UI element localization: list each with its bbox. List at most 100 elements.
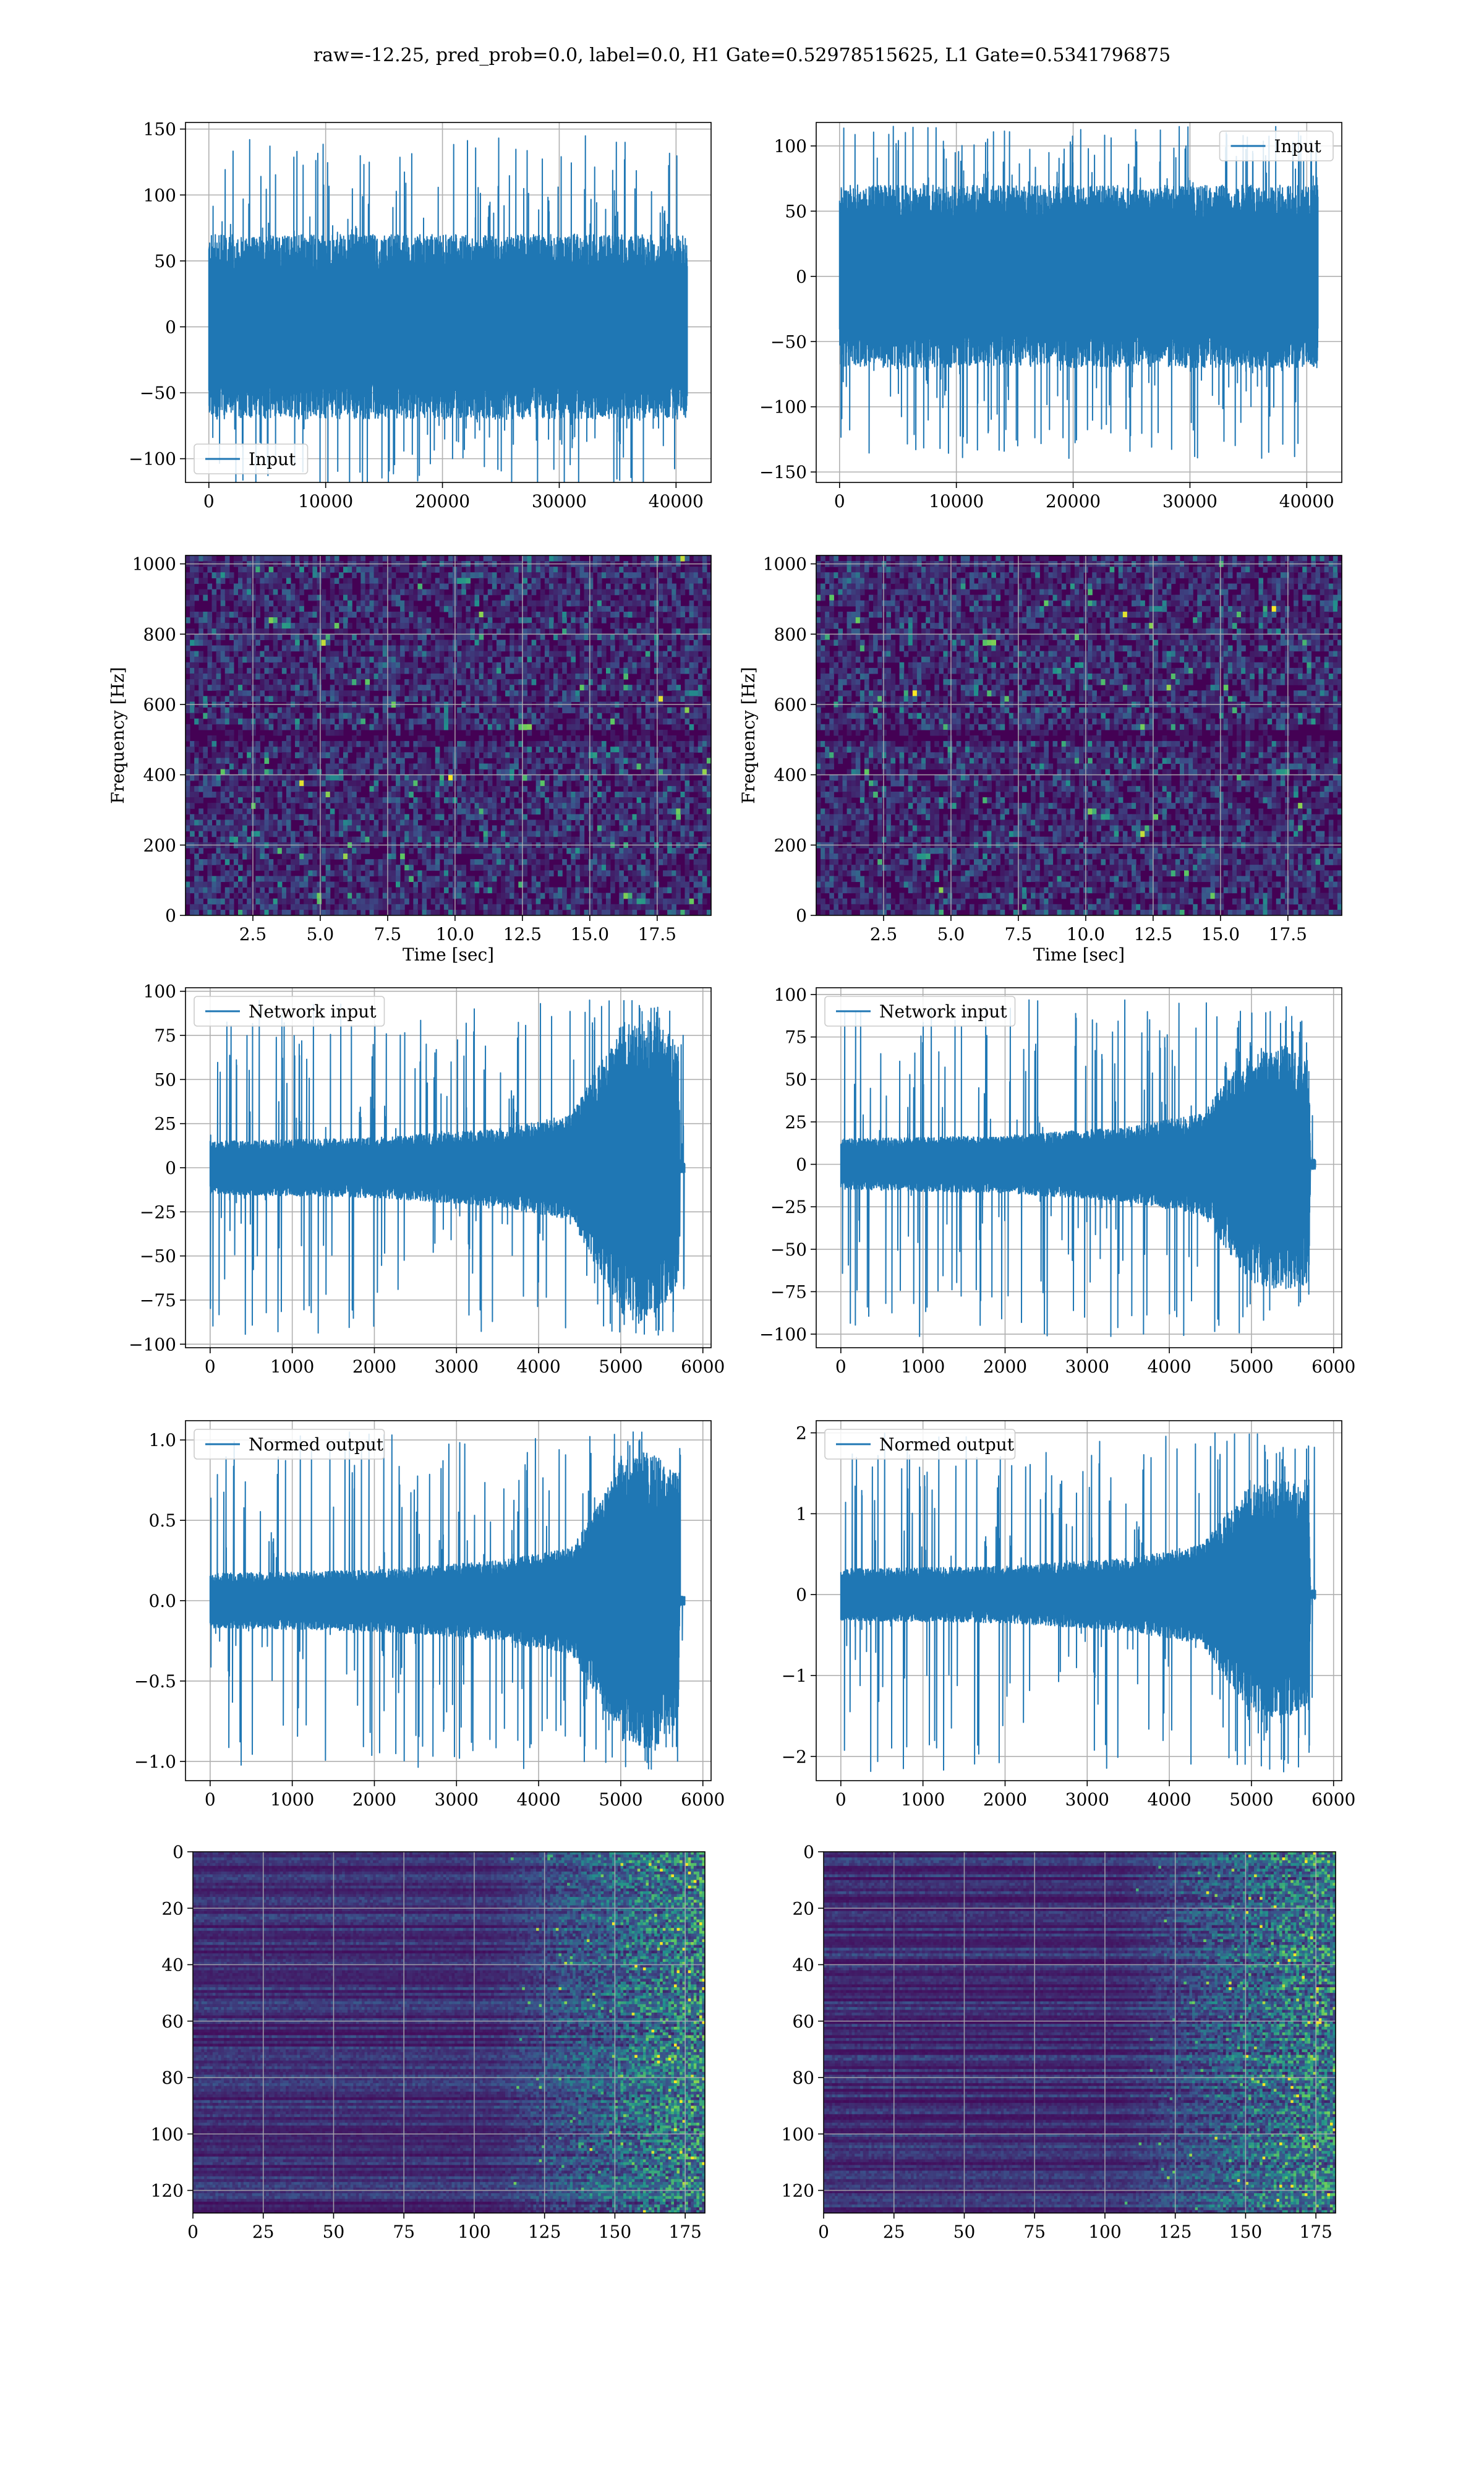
heatmap-cell xyxy=(615,713,620,719)
heatmap-cell xyxy=(334,594,339,601)
heatmap-cell xyxy=(220,898,226,905)
heatmap-cell xyxy=(430,567,436,573)
heatmap-cell xyxy=(216,583,221,590)
heatmap-cell xyxy=(220,611,226,618)
heatmap-cell xyxy=(461,774,466,781)
heatmap-cell xyxy=(641,628,646,635)
heatmap-cell xyxy=(400,606,405,612)
heatmap-cell xyxy=(579,685,585,691)
heatmap-cell xyxy=(317,836,322,843)
heatmap-cell xyxy=(356,707,361,714)
heatmap-cell xyxy=(514,791,519,798)
heatmap-cell xyxy=(264,892,270,899)
heatmap-cell xyxy=(443,909,449,915)
heatmap-cell xyxy=(260,904,265,910)
heatmap-cell xyxy=(409,865,414,871)
heatmap-cell xyxy=(540,741,545,747)
heatmap-cell xyxy=(461,847,466,854)
heatmap-cell xyxy=(186,803,190,809)
heatmap-cell xyxy=(544,803,550,809)
heatmap-cell xyxy=(325,876,331,883)
heatmap-cell xyxy=(487,645,493,652)
heatmap-cell xyxy=(386,763,392,770)
heatmap-cell xyxy=(382,567,388,573)
heatmap-cell xyxy=(448,741,453,747)
heatmap-cell xyxy=(378,679,383,685)
heatmap-cell xyxy=(391,656,396,663)
heatmap-cell xyxy=(601,611,607,618)
heatmap-cell xyxy=(348,814,352,821)
heatmap-cell xyxy=(369,673,375,680)
heatmap-cell xyxy=(299,853,304,860)
heatmap-cell xyxy=(268,567,274,573)
heatmap-cell xyxy=(592,859,598,865)
heatmap-cell xyxy=(308,656,313,663)
heatmap-cell xyxy=(291,876,296,883)
heatmap-cell xyxy=(558,836,563,843)
heatmap-cell xyxy=(584,909,589,915)
heatmap-cell xyxy=(295,724,300,730)
heatmap-cell xyxy=(492,741,497,747)
heatmap-cell xyxy=(435,797,440,803)
heatmap-cell xyxy=(492,724,497,730)
heatmap-cell xyxy=(448,718,453,725)
heatmap-cell xyxy=(654,898,659,905)
h1-spectrogram-chart: 2.5 5.0 7.5 10.0 12.5 15.0 17.5020040060080010… xyxy=(108,554,712,965)
heatmap-cell xyxy=(483,836,488,843)
heatmap-cell xyxy=(487,656,493,663)
heatmap-cell xyxy=(601,785,607,792)
heatmap-cell xyxy=(606,836,611,843)
heatmap-cell xyxy=(334,600,339,607)
heatmap-cell xyxy=(443,656,449,663)
heatmap-cell xyxy=(369,808,375,815)
heatmap-cell xyxy=(496,645,501,652)
heatmap-cell xyxy=(343,656,348,663)
heatmap-cell xyxy=(514,718,519,725)
heatmap-cell xyxy=(645,898,650,905)
heatmap-cell xyxy=(299,611,304,618)
heatmap-cell xyxy=(592,690,598,696)
heatmap-cell xyxy=(566,785,571,792)
heatmap-cell xyxy=(211,791,217,798)
heatmap-cell xyxy=(606,758,611,764)
heatmap-cell xyxy=(413,567,419,573)
heatmap-cell xyxy=(615,831,620,837)
heatmap-cell xyxy=(540,752,545,758)
heatmap-cell xyxy=(553,741,558,747)
heatmap-cell xyxy=(615,808,620,815)
heatmap-cell xyxy=(268,741,274,747)
heatmap-cell xyxy=(518,853,524,860)
heatmap-cell xyxy=(619,645,624,652)
heatmap-cell xyxy=(579,645,585,652)
heatmap-cell xyxy=(558,820,563,826)
heatmap-cell xyxy=(224,814,230,821)
heatmap-cell xyxy=(360,825,366,832)
heatmap-cell xyxy=(396,685,401,691)
heatmap-cell xyxy=(417,870,423,876)
heatmap-cell xyxy=(211,718,217,725)
heatmap-cell xyxy=(628,667,633,674)
heatmap-cell xyxy=(291,718,296,725)
heatmap-cell xyxy=(247,870,252,876)
heatmap-cell xyxy=(479,876,484,883)
heatmap-cell xyxy=(540,825,545,832)
heatmap-cell xyxy=(348,594,352,601)
heatmap-cell xyxy=(514,589,519,596)
heatmap-cell xyxy=(505,887,510,894)
heatmap-cell xyxy=(264,803,270,809)
heatmap-cell xyxy=(474,808,480,815)
heatmap-cell xyxy=(295,707,300,714)
heatmap-cell xyxy=(404,600,409,607)
heatmap-cell xyxy=(317,606,322,612)
heatmap-cell xyxy=(404,865,409,871)
heatmap-cell xyxy=(400,825,405,832)
heatmap-cell xyxy=(575,904,581,910)
heatmap-cell xyxy=(457,713,462,719)
heatmap-cell xyxy=(531,769,537,776)
heatmap-cell xyxy=(597,606,602,612)
heatmap-cell xyxy=(268,718,274,725)
heatmap-cell xyxy=(610,853,615,860)
heatmap-cell xyxy=(601,651,607,657)
heatmap-cell xyxy=(317,679,322,685)
heatmap-cell xyxy=(615,662,620,669)
